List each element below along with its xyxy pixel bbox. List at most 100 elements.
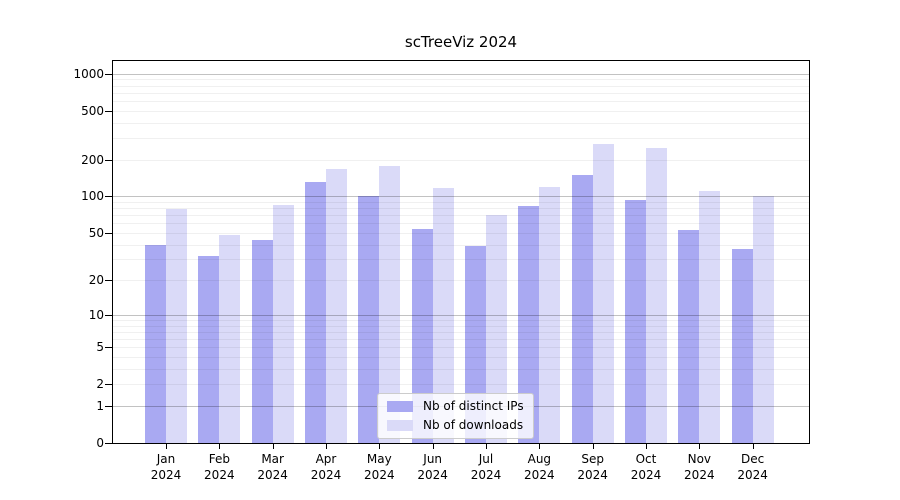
gridline-minor-5 [113, 347, 809, 349]
y-tick-label-1: 1 [96, 398, 104, 413]
x-tick-mark-aug [539, 444, 541, 449]
y-tick-label-200: 200 [81, 152, 104, 167]
bar-nb-of-downloads-aug [539, 186, 561, 443]
bar-nb-of-downloads-nov [699, 190, 721, 443]
gridline-minor-40 [113, 244, 809, 246]
gridline-minor-700 [113, 92, 809, 94]
gridline-minor-3 [113, 368, 809, 370]
bar-nb-of-downloads-sep [592, 144, 614, 443]
legend-item-distinct-ips: Nb of distinct IPs [387, 399, 524, 414]
y-tick-label-100: 100 [81, 189, 104, 204]
bar-nb-of-distinct-ips-feb [198, 256, 220, 443]
bar-nb-of-downloads-jun [432, 188, 454, 443]
legend-label-downloads: Nb of downloads [423, 418, 524, 432]
x-tick-label-jan: Jan 2024 [150, 452, 182, 482]
bar-nb-of-downloads-mar [272, 204, 294, 443]
x-tick-label-mar: Mar 2024 [257, 452, 288, 482]
y-tick-mark-1000 [105, 73, 112, 75]
gridline-minor-90 [113, 201, 809, 203]
gridline-major-1000 [113, 73, 809, 75]
gridline-minor-600 [113, 101, 809, 103]
bar-nb-of-downloads-jul [485, 215, 507, 443]
gridline-major-10 [113, 314, 809, 316]
gridline-minor-30 [113, 259, 809, 261]
y-tick-label-10: 10 [88, 307, 104, 322]
plot-area: Nb of distinct IPs Nb of downloads [112, 60, 810, 444]
x-tick-mark-feb [219, 444, 221, 449]
bar-nb-of-distinct-ips-nov [678, 229, 700, 443]
x-tick-mark-dec [752, 444, 754, 449]
legend-item-downloads: Nb of downloads [387, 418, 524, 433]
gridline-minor-7 [113, 331, 809, 333]
gridline-minor-4 [113, 356, 809, 358]
gridline-major-100 [113, 196, 809, 198]
bar-nb-of-distinct-ips-jun [411, 228, 433, 443]
gridline-minor-80 [113, 208, 809, 210]
gridline-minor-2 [113, 384, 809, 386]
gridline-minor-8 [113, 325, 809, 327]
gridline-minor-300 [113, 137, 809, 139]
bar-nb-of-downloads-dec [752, 196, 774, 443]
gridline-minor-9 [113, 319, 809, 321]
x-tick-mark-jan [166, 444, 167, 449]
y-tick-mark-10 [105, 314, 112, 316]
x-tick-mark-mar [272, 444, 274, 449]
bar-nb-of-distinct-ips-apr [304, 182, 326, 443]
legend-label-distinct-ips: Nb of distinct IPs [423, 399, 524, 413]
legend-swatch-downloads [387, 420, 413, 431]
x-tick-label-may: May 2024 [364, 452, 395, 482]
y-tick-label-500: 500 [81, 103, 104, 118]
y-tick-label-2: 2 [96, 377, 104, 392]
bar-nb-of-distinct-ips-dec [731, 248, 753, 443]
x-tick-mark-may [379, 444, 381, 449]
gridline-minor-900 [113, 79, 809, 81]
bar-nb-of-distinct-ips-oct [624, 199, 646, 443]
x-tick-mark-apr [325, 444, 327, 449]
legend-swatch-distinct-ips [387, 401, 413, 412]
y-tick-mark-5 [105, 347, 112, 349]
y-tick-mark-500 [105, 110, 112, 112]
gridline-minor-500 [113, 110, 809, 112]
bar-nb-of-downloads-feb [219, 235, 241, 443]
x-tick-mark-nov [699, 444, 701, 449]
bar-nb-of-downloads-may [379, 166, 401, 443]
bar-nb-of-distinct-ips-jan [145, 244, 166, 443]
x-tick-mark-oct [645, 444, 647, 449]
x-tick-mark-jun [432, 444, 434, 449]
gridline-minor-200 [113, 159, 809, 161]
x-tick-label-jul: Jul 2024 [470, 452, 502, 482]
y-tick-mark-2 [105, 384, 112, 386]
x-tick-label-sep: Sep 2024 [577, 452, 608, 482]
x-tick-label-jun: Jun 2024 [417, 452, 448, 482]
gridline-minor-800 [113, 85, 809, 87]
x-tick-label-dec: Dec 2024 [737, 452, 768, 482]
chart-title: scTreeViz 2024 [404, 33, 518, 51]
bar-nb-of-distinct-ips-aug [518, 205, 540, 443]
y-tick-label-50: 50 [88, 225, 104, 240]
y-tick-label-20: 20 [88, 273, 104, 288]
x-tick-label-feb: Feb 2024 [204, 452, 235, 482]
y-tick-mark-1 [105, 405, 112, 407]
y-tick-mark-0 [105, 443, 112, 444]
y-tick-label-0: 0 [96, 436, 104, 450]
bar-nb-of-distinct-ips-sep [571, 175, 593, 443]
y-tick-mark-200 [105, 159, 112, 161]
y-tick-mark-100 [105, 196, 112, 198]
y-tick-mark-20 [105, 280, 112, 282]
x-tick-mark-jul [485, 444, 487, 449]
y-tick-label-5: 5 [96, 340, 104, 355]
bar-nb-of-downloads-apr [325, 168, 347, 443]
gridline-minor-60 [113, 223, 809, 225]
y-tick-mark-50 [105, 232, 112, 234]
gridline-minor-50 [113, 232, 809, 234]
x-tick-label-oct: Oct 2024 [630, 452, 662, 482]
gridline-minor-70 [113, 215, 809, 217]
gridline-minor-20 [113, 280, 809, 282]
legend: Nb of distinct IPs Nb of downloads [377, 393, 534, 439]
x-tick-label-nov: Nov 2024 [684, 452, 715, 482]
bar-nb-of-downloads-jan [166, 209, 187, 443]
x-tick-label-apr: Apr 2024 [310, 452, 342, 482]
y-tick-label-1000: 1000 [73, 66, 104, 81]
bar-nb-of-downloads-oct [645, 148, 667, 443]
